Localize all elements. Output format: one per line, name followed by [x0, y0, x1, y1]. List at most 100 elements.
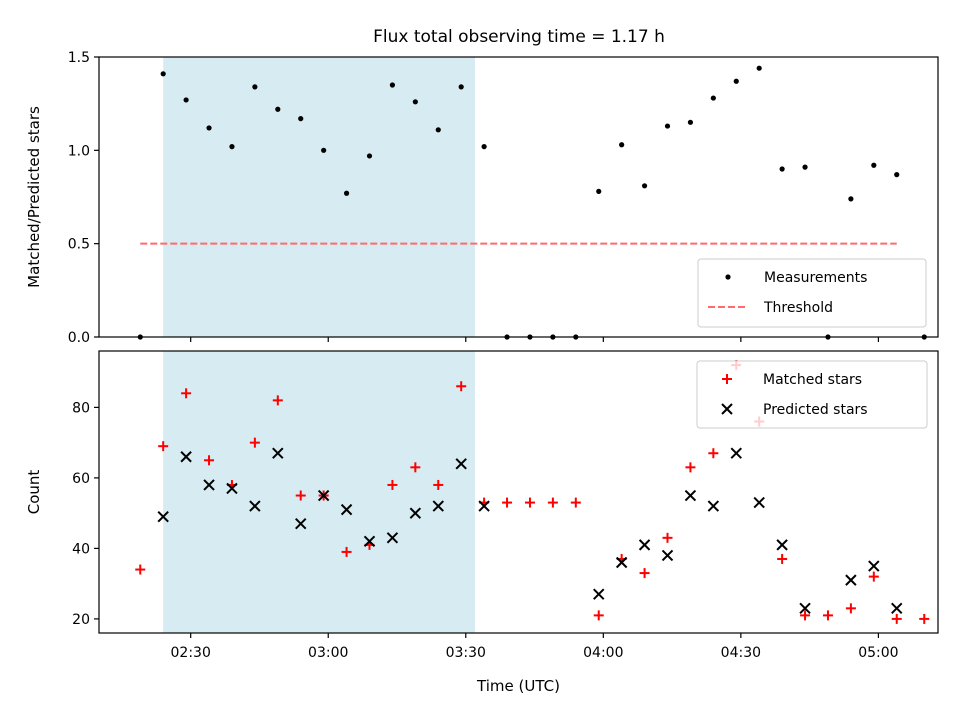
predicted-star-point: [661, 549, 674, 562]
measurement-point: [848, 196, 854, 202]
measurement-point: [160, 71, 166, 77]
y-tick-label: 0.0: [68, 330, 90, 346]
matched-star-point: [570, 497, 581, 508]
x-stroke-b: [730, 447, 742, 459]
predicted-star-point: [868, 560, 880, 572]
chart-title: Flux total observing time = 1.17 h: [373, 27, 665, 47]
x-tick-label: 03:30: [446, 645, 486, 661]
predicted-star-point: [776, 539, 788, 551]
legend-measurement-marker: [725, 274, 731, 280]
x-stroke-b: [776, 539, 788, 551]
matched-star-point: [547, 497, 558, 508]
x-stroke-b: [753, 496, 765, 509]
predicted-star-point: [478, 500, 490, 512]
predicted-star-point: [386, 532, 399, 544]
x-stroke-b: [593, 588, 605, 600]
y-tick-label: 1.5: [68, 50, 90, 66]
matched-star-point: [502, 497, 513, 508]
measurement-point: [756, 65, 762, 71]
x-stroke-b: [432, 500, 444, 512]
x-stroke-b: [845, 574, 857, 586]
legend-label: Measurements: [764, 270, 867, 286]
legend-label: Matched stars: [763, 372, 862, 388]
x-stroke-b: [317, 489, 330, 502]
ratio-panel: 0.0 0.5 1.0 1.5 Matched/Predicted stars Measu…: [25, 50, 939, 346]
matched-star-point: [456, 381, 467, 392]
matched-star-point: [341, 546, 352, 557]
measurement-point: [412, 99, 418, 105]
measurement-point: [206, 125, 212, 131]
predicted-star-point: [593, 588, 605, 600]
measurement-point: [321, 147, 327, 153]
x-stroke-b: [203, 479, 215, 491]
matched-star-point: [593, 610, 604, 621]
matched-star-point: [249, 437, 260, 448]
x-stroke-b: [226, 482, 238, 495]
legend-box: [696, 360, 928, 429]
predicted-star-point: [340, 503, 353, 516]
matched-star-point: [919, 613, 930, 624]
matched-star-point: [639, 568, 650, 579]
axes-frame: [98, 56, 939, 338]
legend-label: Threshold: [763, 300, 833, 316]
measurement-point: [871, 162, 877, 168]
measurement-point: [275, 106, 281, 112]
legend-box: [697, 258, 927, 328]
legend-label: Predicted stars: [763, 402, 868, 418]
matched-star-point: [708, 448, 719, 459]
measurement-point: [481, 144, 487, 150]
predicted-star-point: [799, 602, 811, 615]
x-stroke-b: [295, 518, 307, 530]
x-tick-label: 05:00: [858, 645, 898, 661]
measurement-point: [596, 188, 602, 194]
matched-star-point: [295, 490, 306, 501]
legend: Measurements Threshold: [697, 258, 927, 328]
predicted-star-point: [891, 602, 903, 615]
matched-star-point: [891, 613, 902, 624]
x-stroke-b: [615, 556, 628, 569]
x-stroke-b: [157, 510, 169, 523]
matched-star-point: [158, 441, 169, 452]
matched-star-point: [204, 455, 215, 466]
x-tick-label: 02:30: [171, 645, 211, 661]
x-stroke-b: [386, 532, 399, 544]
x-stroke-b: [363, 535, 376, 548]
predicted-star-point: [845, 574, 857, 586]
predicted-star-point: [638, 539, 651, 551]
matched-star-point: [868, 571, 879, 582]
measurement-point: [710, 95, 716, 101]
predicted-star-point: [615, 556, 628, 569]
predicted-star-point: [455, 458, 467, 470]
predicted-star-point: [707, 500, 720, 512]
matched-star-point: [410, 462, 421, 473]
axes-frame: [98, 350, 939, 634]
x-stroke-b: [638, 539, 651, 551]
measurement-point: [733, 78, 739, 84]
predicted-star-point: [363, 535, 376, 548]
matched-star-point: [685, 462, 696, 473]
measurement-point: [252, 84, 258, 90]
x-stroke-b: [249, 500, 261, 512]
predicted-star-point: [409, 507, 422, 519]
matched-star-point: [524, 497, 535, 508]
legend: Matched stars Predicted stars: [696, 360, 928, 429]
measurement-point: [894, 172, 900, 178]
predicted-star-point: [272, 447, 284, 459]
matched-star-point: [272, 395, 283, 406]
predicted-star-point: [684, 489, 697, 502]
measurement-point: [366, 153, 373, 159]
x-tick-label: 04:00: [583, 645, 623, 661]
predicted-star-point: [157, 510, 169, 523]
measurement-point: [458, 84, 464, 90]
x-stroke-b: [707, 500, 720, 512]
x-stroke-b: [478, 500, 490, 512]
matched-star-point: [845, 603, 856, 614]
matched-star-point: [387, 479, 398, 490]
y-tick-label: 1.0: [68, 143, 90, 159]
y-axis-label: Matched/Predicted stars: [25, 106, 43, 288]
predicted-star-point: [295, 518, 307, 530]
measurement-point: [343, 190, 350, 196]
count-panel: 20 40 60 80 02:30 03:00 03:30 04:00 04:30 05:00 Co…: [25, 350, 939, 695]
matched-star-point: [181, 388, 192, 399]
